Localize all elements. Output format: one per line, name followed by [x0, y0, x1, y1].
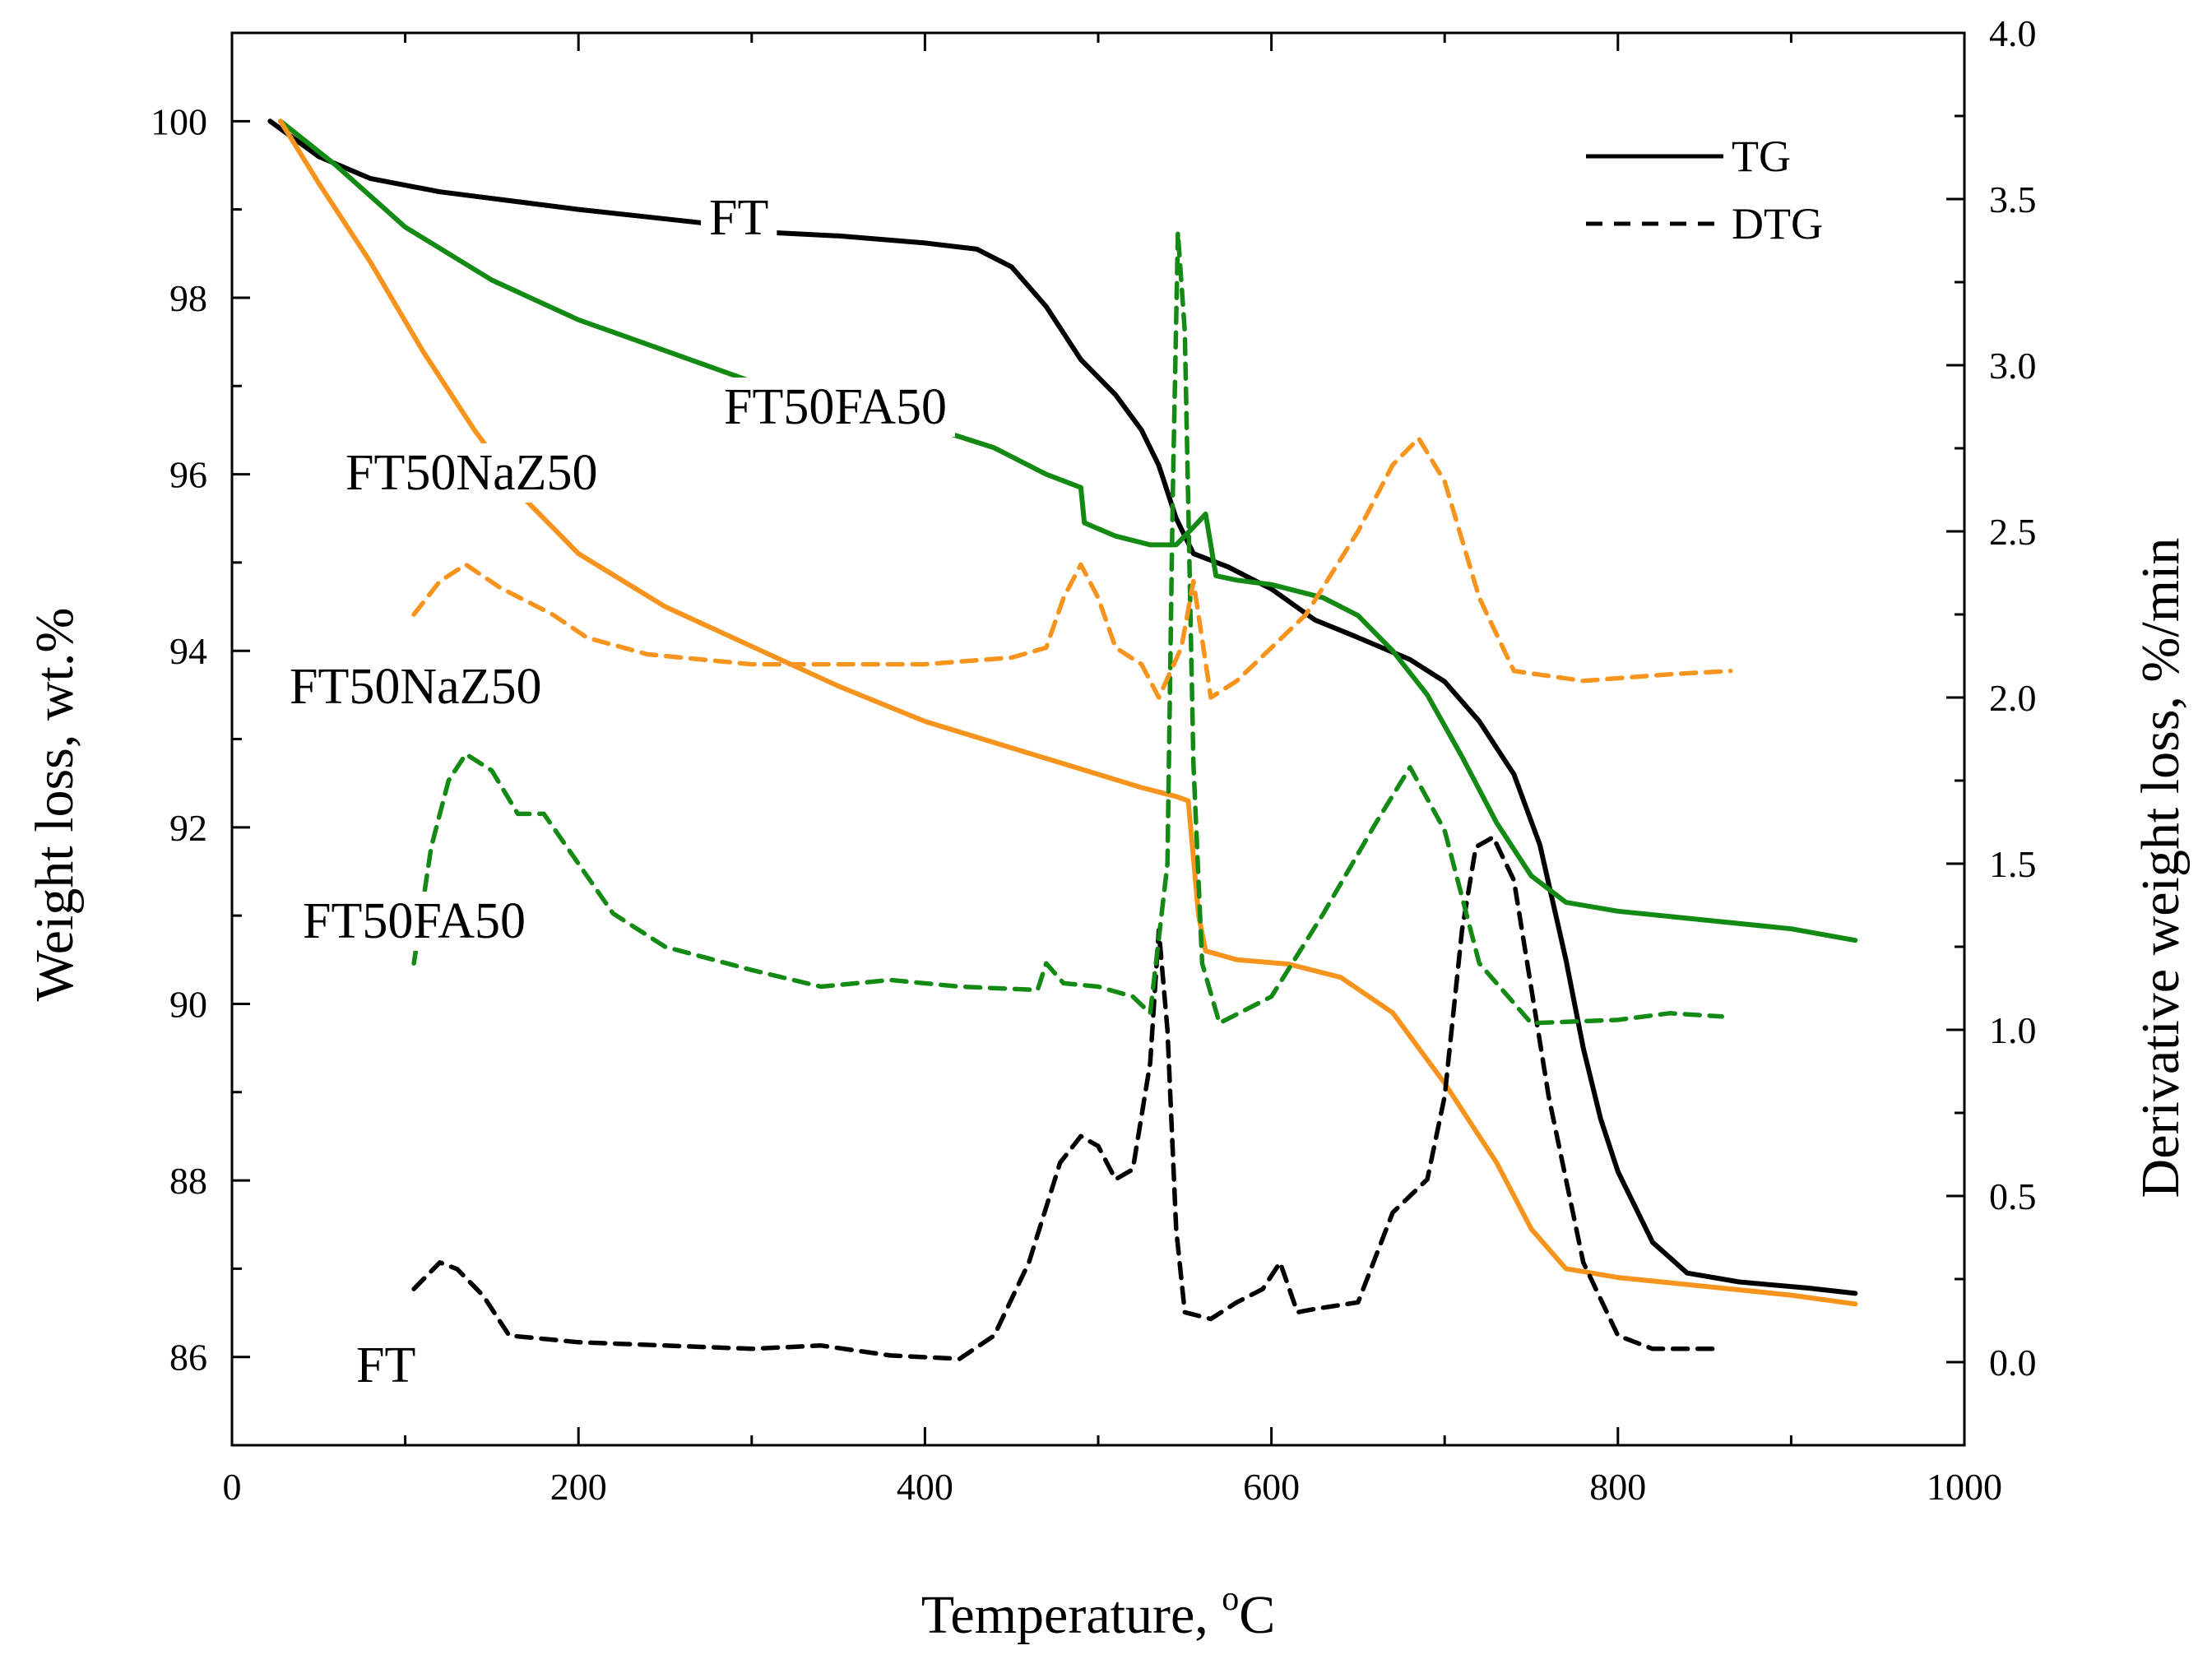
y-right-tick-label: 0.0: [1989, 1342, 2037, 1384]
x-tick-label: 0: [223, 1466, 242, 1508]
series-ft50fa50-tg: [278, 118, 1858, 943]
annotation-ft50fa50-tg: FT50FA50: [724, 379, 947, 435]
annotation-ft50naz50-dtg: FT50NaZ50: [290, 659, 542, 715]
x-tick-label: 200: [550, 1466, 607, 1508]
y-left-tick-label: 88: [169, 1160, 207, 1202]
plot-frame: [230, 31, 1966, 1447]
series-ft50fa50-dtg: [411, 229, 1724, 1026]
annotation-ft-tg: FT: [709, 190, 768, 246]
y-left-tick-label: 92: [169, 807, 207, 849]
legend: TG DTG: [1586, 132, 1823, 248]
y-right-tick-label: 0.5: [1989, 1175, 2037, 1217]
annotation-ft-dtg: FT: [356, 1337, 415, 1393]
y-right-tick-label: 2.5: [1989, 511, 2037, 553]
y-left-tick-label: 90: [169, 983, 207, 1025]
series-ft-dtg: [411, 834, 1724, 1361]
annotation-ft50fa50-dtg: FT50FA50: [303, 893, 526, 949]
legend-dtg-label: DTG: [1732, 199, 1823, 248]
x-tick-label: 1000: [1927, 1466, 2002, 1508]
series-layer: [267, 118, 1858, 1361]
x-tick-label: 800: [1589, 1466, 1646, 1508]
x-tick-label: 400: [897, 1466, 953, 1508]
y-right-tick-label: 1.0: [1989, 1009, 2037, 1051]
y-left-tick-label: 100: [151, 100, 207, 142]
x-tick-label: 600: [1243, 1466, 1300, 1508]
series-annotations: FT FT50FA50 FT50NaZ50 FT50NaZ50 FT50FA50…: [290, 190, 947, 1393]
y-right-tick-label: 3.5: [1989, 178, 2037, 220]
y-left-tick-label: 94: [169, 630, 207, 672]
y-axis-right-title: Derivative weight loss, %/min: [2131, 538, 2191, 1198]
y-right-tick-label: 2.0: [1989, 677, 2037, 719]
y-left-tick-label: 96: [169, 454, 207, 496]
y-axis-left-title: Weight loss, wt.%: [25, 608, 85, 1002]
series-ft50naz50-dtg: [411, 436, 1733, 700]
y-right-tick-label: 1.5: [1989, 843, 2037, 885]
y-left-tick-label: 86: [169, 1337, 207, 1379]
y-left-tick-label: 98: [169, 277, 207, 319]
y-right-tick-label: 3.0: [1989, 345, 2037, 387]
x-axis-title: Temperature, oC: [921, 1580, 1276, 1645]
axes: 0 200 400 600 800 1000 86 88 90 92 94 96 98 100 0.0 0.5…: [151, 12, 2037, 1508]
legend-tg-label: TG: [1732, 132, 1791, 181]
y-right-tick-label: 4.0: [1989, 12, 2037, 54]
annotation-ft50naz50-tg: FT50NaZ50: [345, 445, 598, 501]
